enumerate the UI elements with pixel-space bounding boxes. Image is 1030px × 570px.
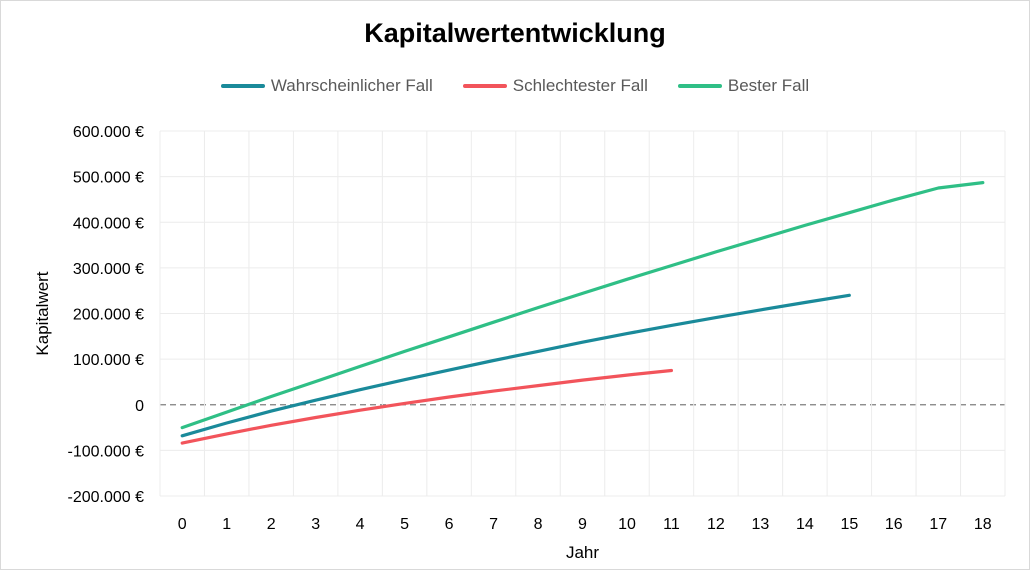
legend-label-series-2: Bester Fall xyxy=(727,76,810,95)
x-tick-label: 7 xyxy=(489,516,498,533)
chart-title: Kapitalwertentwicklung xyxy=(364,18,666,48)
x-tick-label: 17 xyxy=(929,516,947,533)
legend-item-series-0: Wahrscheinlicher Fall xyxy=(220,76,433,96)
y-tick-label: 0 xyxy=(135,398,144,415)
x-tick-label: 10 xyxy=(618,516,636,533)
y-tick-label: 300.000 € xyxy=(73,261,144,278)
series-line-2 xyxy=(180,181,985,430)
series-line-0 xyxy=(180,293,851,438)
x-tick-label: 3 xyxy=(311,516,320,533)
y-tick-label: 200.000 € xyxy=(73,307,144,324)
x-tick-label: 1 xyxy=(222,516,231,533)
x-tick-label: 5 xyxy=(400,516,409,533)
legend-label-series-1: Schlechtester Fall xyxy=(512,76,648,95)
y-tick-label: 500.000 € xyxy=(73,170,144,187)
legend-item-series-1: Schlechtester Fall xyxy=(462,76,648,96)
x-tick-label: 9 xyxy=(578,516,587,533)
legend-swatch-series-0 xyxy=(220,84,265,88)
legend-item-series-2: Bester Fall xyxy=(677,76,810,96)
legend-label-series-0: Wahrscheinlicher Fall xyxy=(270,76,433,95)
x-tick-label: 13 xyxy=(751,516,769,533)
y-axis-title: Kapitalwert xyxy=(33,271,52,355)
y-tick-label: -100.000 € xyxy=(67,443,144,460)
chart-legend: Wahrscheinlicher Fall Schlechtester Fall… xyxy=(0,76,1030,96)
x-tick-label: 11 xyxy=(663,516,680,533)
series-line-1 xyxy=(180,368,673,445)
y-tick-label: 600.000 € xyxy=(73,124,144,141)
x-tick-label: 8 xyxy=(534,516,543,533)
x-tick-label: 16 xyxy=(885,516,903,533)
y-tick-label: 400.000 € xyxy=(73,215,144,232)
x-tick-label: 14 xyxy=(796,516,814,533)
legend-swatch-series-2 xyxy=(677,84,722,88)
x-tick-label: 12 xyxy=(707,516,725,533)
x-tick-label: 4 xyxy=(356,516,365,533)
legend-swatch-series-1 xyxy=(462,84,507,88)
x-axis-title: Jahr xyxy=(566,543,599,562)
x-tick-label: 2 xyxy=(267,516,276,533)
x-tick-label: 18 xyxy=(974,516,992,533)
x-tick-label: 6 xyxy=(445,516,454,533)
y-tick-label: 100.000 € xyxy=(73,352,144,369)
x-tick-label: 15 xyxy=(840,516,858,533)
y-tick-label: -200.000 € xyxy=(67,489,144,506)
x-tick-label: 0 xyxy=(178,516,187,533)
